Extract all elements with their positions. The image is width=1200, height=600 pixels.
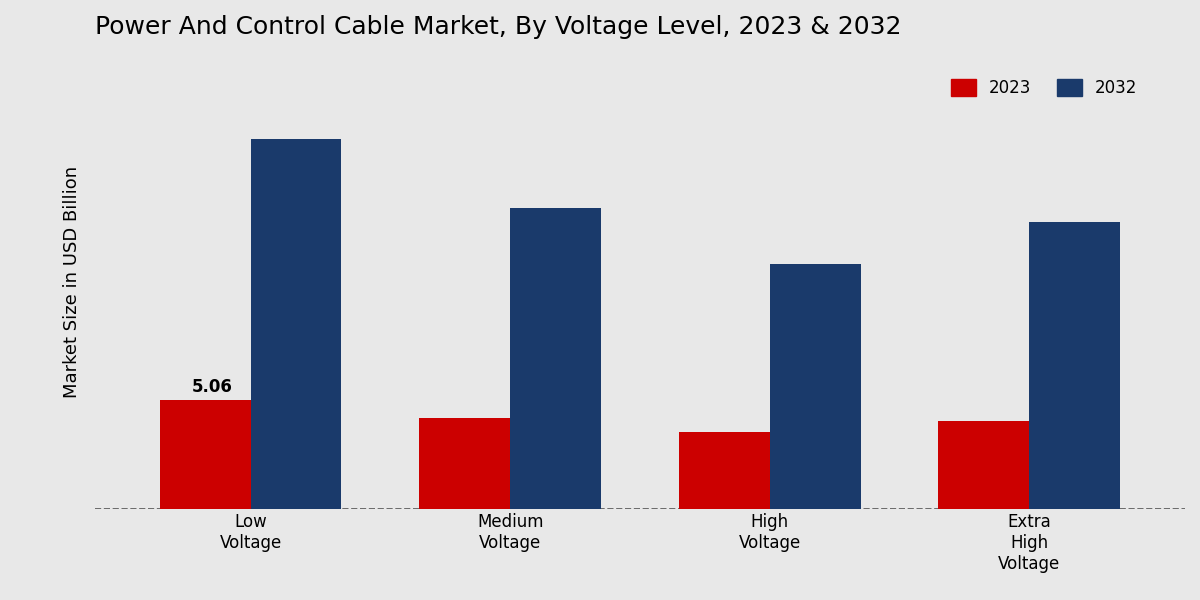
Text: 5.06: 5.06 — [192, 378, 233, 396]
Text: Power And Control Cable Market, By Voltage Level, 2023 & 2032: Power And Control Cable Market, By Volta… — [95, 15, 901, 39]
Bar — [419, 418, 510, 600]
Legend: 2023, 2032: 2023, 2032 — [944, 72, 1144, 104]
Bar — [769, 264, 860, 600]
Bar — [510, 208, 601, 600]
Bar — [160, 400, 251, 600]
Bar — [1030, 223, 1120, 600]
Bar — [679, 432, 769, 600]
Bar — [251, 139, 342, 600]
Bar — [938, 421, 1030, 600]
Y-axis label: Market Size in USD Billion: Market Size in USD Billion — [62, 166, 82, 398]
